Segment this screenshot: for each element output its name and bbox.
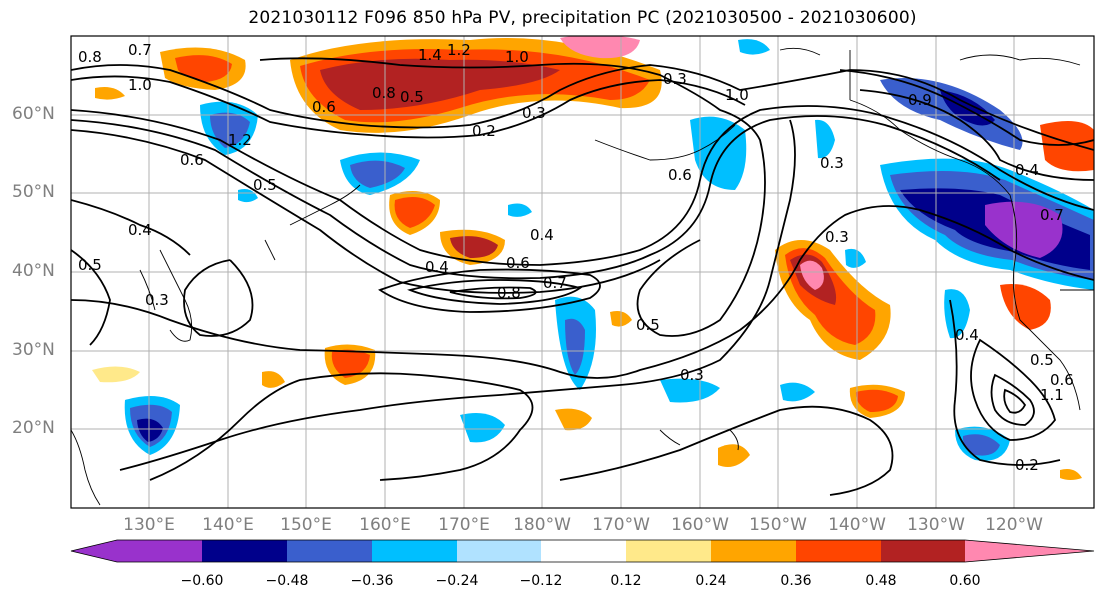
- longitude-label: 160°E: [359, 515, 411, 535]
- longitude-label: 150°W: [749, 515, 807, 535]
- contour-label: 0.6: [506, 254, 530, 272]
- longitude-label: 130°E: [123, 515, 175, 535]
- contour-label: 0.3: [820, 154, 844, 172]
- colorbar-high-extension: [965, 540, 1094, 562]
- longitude-label: 140°W: [828, 515, 886, 535]
- pv-contours: [71, 57, 1094, 496]
- longitude-label: 180°W: [513, 515, 571, 535]
- map-title: 2021030112 F096 850 hPa PV, precipitatio…: [248, 8, 917, 28]
- contour-label: 0.6: [668, 166, 692, 184]
- colorbar-low-extension: [71, 540, 117, 562]
- longitude-label: 160°W: [671, 515, 729, 535]
- contour-label: 1.1: [1040, 386, 1064, 404]
- colorbar-tick-label: −0.36: [350, 573, 394, 589]
- latitude-label: 20°N: [12, 418, 55, 438]
- colorbar-segment: [202, 540, 287, 562]
- latitude-label: 60°N: [12, 104, 55, 124]
- contour-label: 0.8: [372, 84, 396, 102]
- contour-label: 0.8: [497, 284, 521, 302]
- colorbar-tick-label: 0.48: [865, 573, 897, 589]
- contour-label: 0.4: [425, 258, 449, 276]
- colorbar-tick-label: 0.36: [780, 573, 812, 589]
- colorbar-outline: [70, 539, 1095, 563]
- longitude-label: 130°W: [907, 515, 965, 535]
- colorbar-segment: [881, 540, 965, 562]
- colorbar-segment: [287, 540, 372, 562]
- contour-label: 0.5: [400, 88, 424, 106]
- contour-label: 0.3: [680, 366, 704, 384]
- contour-label: 0.8: [78, 48, 102, 66]
- contour-label: 0.4: [1015, 161, 1039, 179]
- contour-label: 1.0: [128, 76, 152, 94]
- colorbar-segment: [457, 540, 541, 562]
- contour-label: 0.7: [128, 41, 152, 59]
- contour-label: 0.5: [78, 256, 102, 274]
- colorbar: [70, 539, 1095, 563]
- contour-label: 0.5: [1030, 351, 1054, 369]
- contour-label: 0.7: [543, 274, 567, 292]
- colorbar-tick-label: −0.60: [180, 573, 224, 589]
- contour-label: 1.2: [228, 131, 252, 149]
- coastlines: [71, 47, 1094, 506]
- longitude-label: 170°W: [592, 515, 650, 535]
- contour-label: 0.3: [145, 291, 169, 309]
- colorbar-segment: [372, 540, 457, 562]
- contour-label: 0.2: [1015, 456, 1039, 474]
- contour-label: 0.3: [522, 104, 546, 122]
- longitude-label: 120°W: [985, 515, 1043, 535]
- contour-label: 0.5: [253, 176, 277, 194]
- latitude-label: 30°N: [12, 340, 55, 360]
- contour-label: 1.0: [725, 86, 749, 104]
- contour-label: 0.4: [128, 221, 152, 239]
- contour-label: 1.2: [447, 41, 471, 59]
- contour-label: 0.2: [472, 122, 496, 140]
- colorbar-tick-label: −0.48: [265, 573, 309, 589]
- contour-label: 0.5: [636, 316, 660, 334]
- contour-label: 0.3: [825, 228, 849, 246]
- latitude-label: 50°N: [12, 182, 55, 202]
- longitude-label: 150°E: [280, 515, 332, 535]
- contour-label: 0.4: [955, 326, 979, 344]
- contour-label: 1.0: [505, 48, 529, 66]
- colorbar-tick-label: −0.12: [519, 573, 563, 589]
- colorbar-segment: [541, 540, 626, 562]
- colorbar-tick-label: −0.24: [435, 573, 479, 589]
- colorbar-tick-label: 0.24: [695, 573, 727, 589]
- contour-label: 0.6: [1050, 371, 1074, 389]
- colorbar-segment: [626, 540, 711, 562]
- contour-label-layer: 0.8 0.7 1.0 1.4 1.2 1.0 0.8 0.5 0.6 0.2 …: [78, 41, 1074, 474]
- contour-label: 0.9: [908, 91, 932, 109]
- colorbar-tick-label: 0.60: [949, 573, 981, 589]
- map-frame: [70, 35, 1095, 509]
- colorbar-segment: [117, 540, 202, 562]
- colorbar-segment: [796, 540, 881, 562]
- colorbar-segment: [711, 540, 796, 562]
- contour-label: 0.6: [312, 98, 336, 116]
- colorbar-tick-label: 0.12: [610, 573, 642, 589]
- longitude-label: 170°E: [438, 515, 490, 535]
- longitude-label: 140°E: [202, 515, 254, 535]
- contour-label: 0.6: [180, 151, 204, 169]
- latitude-label: 40°N: [12, 261, 55, 281]
- contour-label: 0.3: [663, 70, 687, 88]
- contour-label: 0.4: [530, 226, 554, 244]
- graticule: [71, 36, 1094, 508]
- contour-label: 1.4: [418, 46, 442, 64]
- contour-label: 0.7: [1040, 206, 1064, 224]
